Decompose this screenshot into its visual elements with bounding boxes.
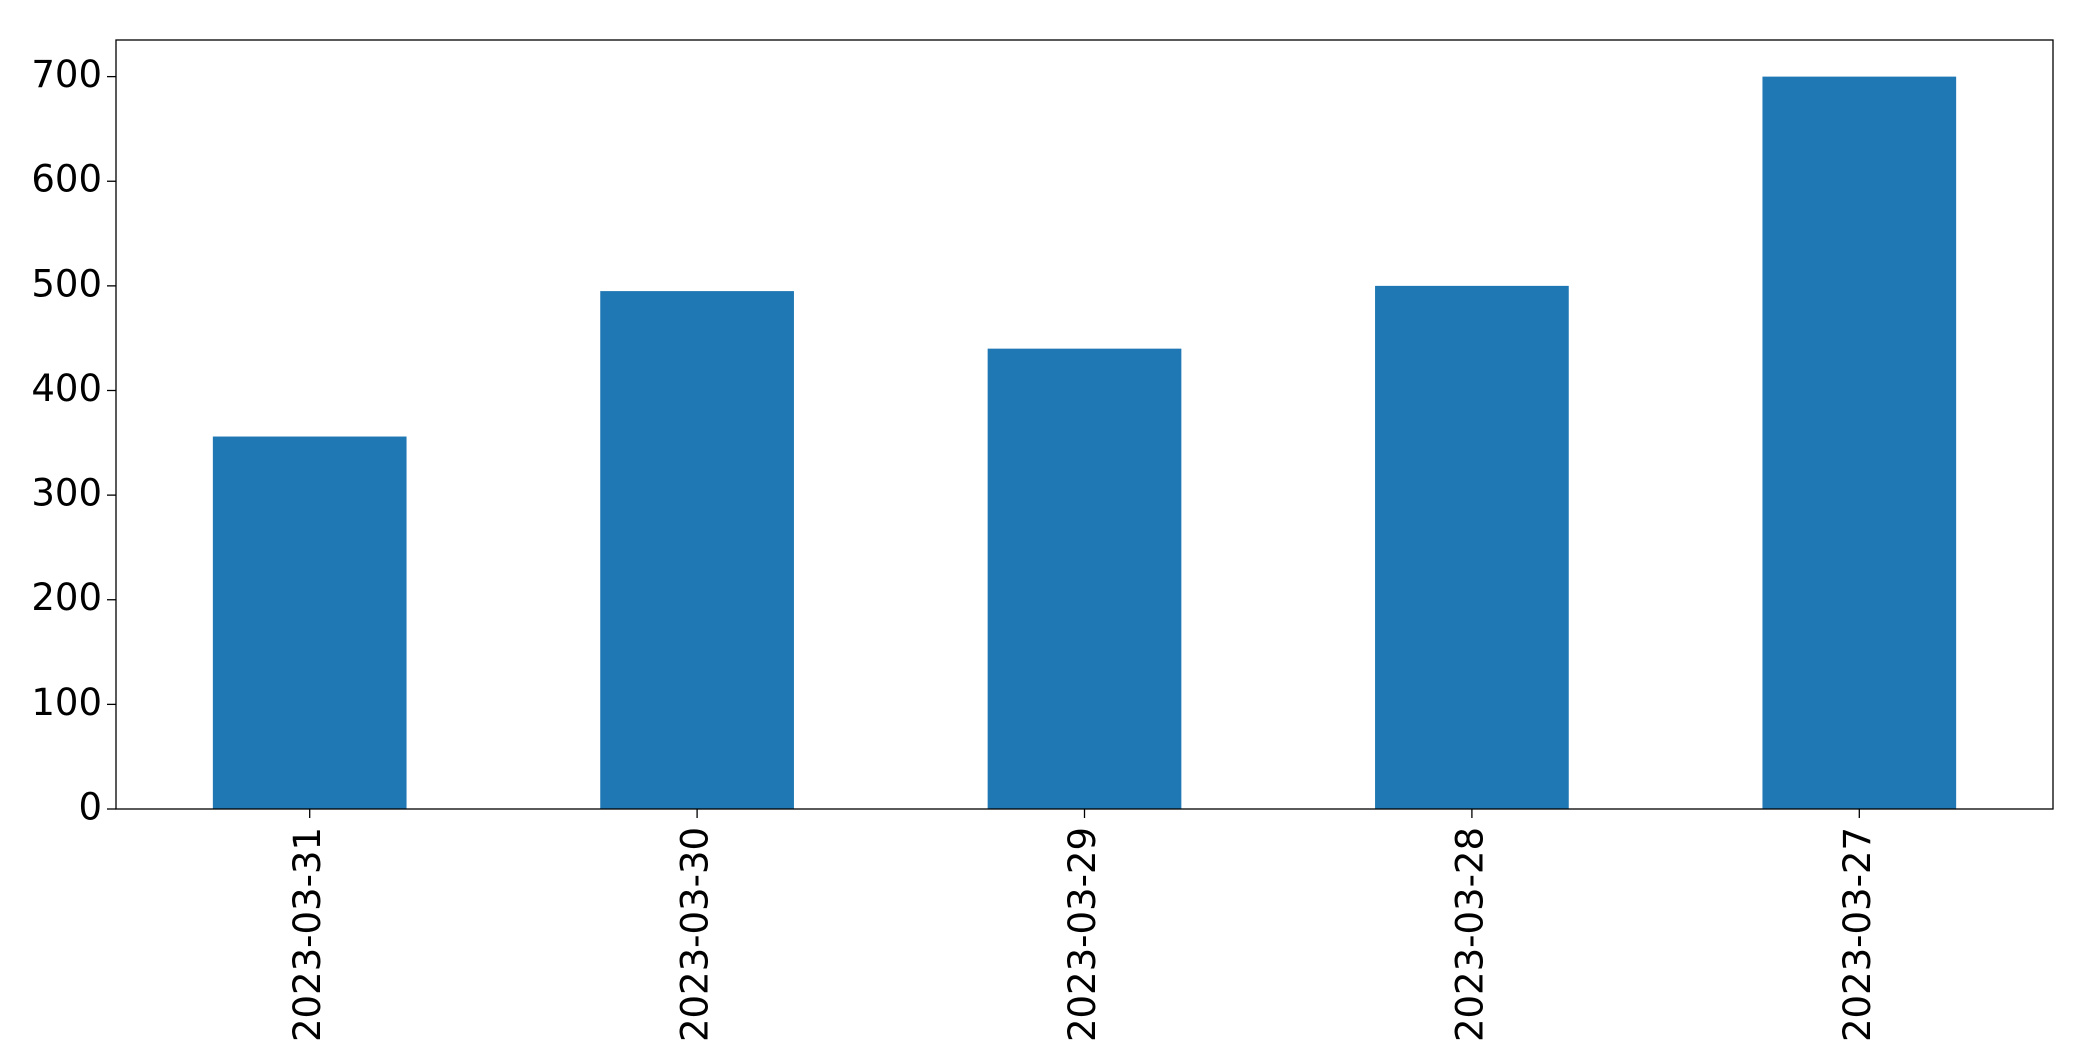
y-tick-label: 600 bbox=[31, 158, 102, 201]
y-tick-label: 400 bbox=[31, 367, 102, 410]
x-tick-label: 2023-03-28 bbox=[1448, 827, 1491, 1042]
y-tick-label: 100 bbox=[31, 681, 102, 724]
y-tick-label: 200 bbox=[31, 576, 102, 619]
y-tick-label: 300 bbox=[31, 472, 102, 515]
bar bbox=[987, 348, 1182, 809]
y-tick-label: 500 bbox=[31, 262, 102, 305]
bar bbox=[212, 436, 407, 809]
x-tick-label: 2023-03-31 bbox=[286, 827, 329, 1042]
x-tick-label: 2023-03-27 bbox=[1836, 827, 1879, 1042]
x-tick-label: 2023-03-29 bbox=[1061, 827, 1104, 1042]
plot-frame bbox=[115, 39, 2054, 810]
y-tick-label: 700 bbox=[31, 53, 102, 96]
x-tick-label: 2023-03-30 bbox=[674, 827, 717, 1042]
bar bbox=[1762, 76, 1957, 810]
y-tick-label: 0 bbox=[78, 786, 102, 829]
bar bbox=[1375, 285, 1569, 810]
bar bbox=[600, 291, 794, 809]
